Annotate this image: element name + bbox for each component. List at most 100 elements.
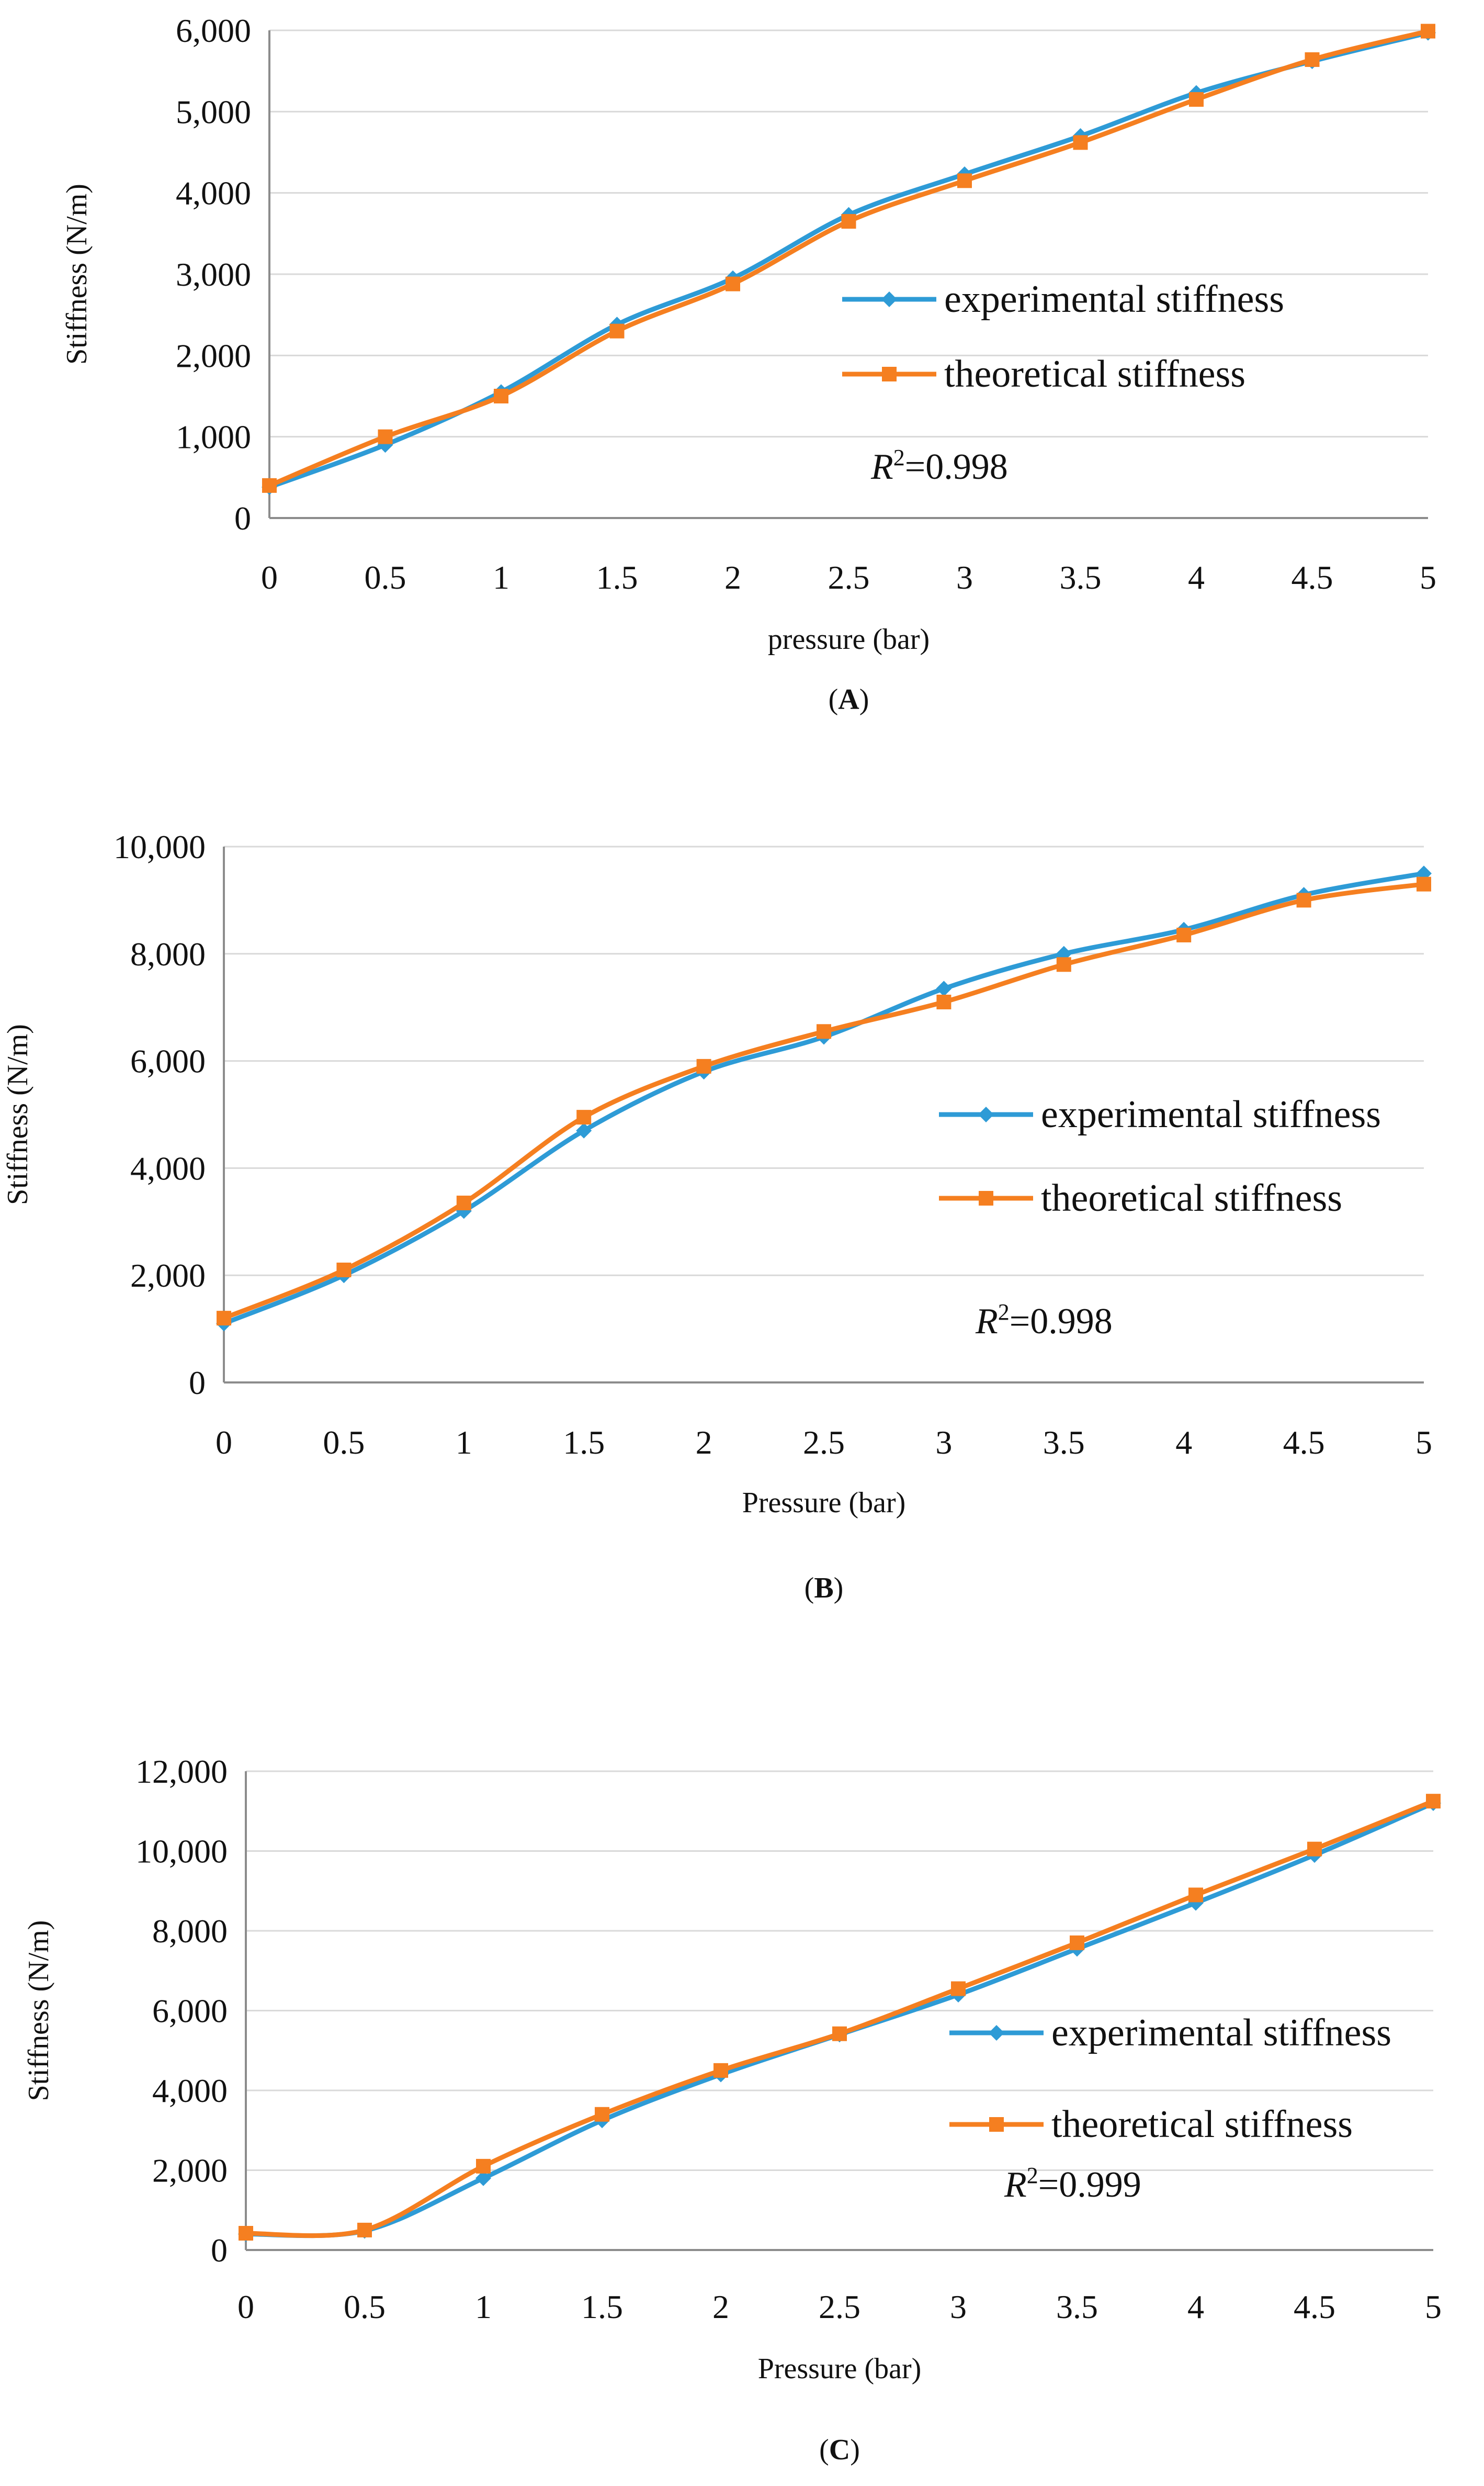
data-point-experimental (475, 2170, 491, 2186)
legend: experimental stiffness theoretical stiffn… (939, 1093, 1381, 1220)
x-tick-label: 3 (935, 1424, 952, 1461)
x-tick-label: 4.5 (1294, 2288, 1335, 2325)
x-tick-label: 1 (475, 2288, 492, 2325)
r-squared-value: =0.999 (1038, 2165, 1141, 2205)
data-point-theoretical (1070, 1935, 1084, 1950)
x-tick-label: 0 (216, 1424, 232, 1461)
x-tick-label: 2 (696, 1424, 712, 1461)
x-tick-label: 4 (1188, 559, 1205, 596)
y-tick-label: 2,000 (152, 2152, 228, 2189)
data-point-theoretical (1176, 927, 1192, 942)
legend-label: theoretical stiffness (1041, 1177, 1342, 1220)
data-point-theoretical (817, 1024, 831, 1039)
y-tick-label: 0 (189, 1364, 206, 1401)
x-tick-label: 0.5 (344, 2288, 386, 2325)
x-tick-label: 1 (456, 1424, 472, 1461)
r-squared-annotation: R2=0.998 (975, 1299, 1113, 1342)
x-tick-label: 3.5 (1060, 559, 1102, 596)
y-axis-title: Stiffness (N/m) (61, 184, 93, 365)
x-tick-label: 5 (1425, 2288, 1442, 2325)
r-squared-symbol: R (870, 447, 893, 487)
data-point-theoretical (726, 276, 740, 291)
x-axis-title: pressure (bar) (768, 623, 930, 656)
data-point-theoretical (494, 389, 508, 403)
data-point-theoretical (832, 2026, 847, 2041)
x-tick-label: 4 (1187, 2288, 1204, 2325)
r-squared-symbol: R (975, 1301, 998, 1342)
y-tick-label: 6,000 (176, 12, 251, 49)
legend-marker-diamond (978, 1107, 994, 1122)
r-squared-exponent: 2 (1027, 2163, 1038, 2188)
y-tick-label: 2,000 (176, 337, 251, 374)
x-tick-label: 4 (1175, 1424, 1192, 1461)
legend-marker-square (989, 2117, 1004, 2132)
data-point-theoretical (696, 1059, 711, 1074)
data-point-experimental (576, 1122, 592, 1139)
x-tick-label: 4.5 (1292, 559, 1333, 596)
x-tick-label: 2.5 (828, 559, 870, 596)
y-tick-label: 1,000 (176, 419, 251, 456)
r-squared-annotation: R2=0.998 (870, 445, 1008, 487)
data-point-theoretical (262, 478, 277, 493)
x-axis-title: Pressure (bar) (742, 1487, 906, 1519)
x-tick-label: 5 (1420, 559, 1436, 596)
y-tick-label: 0 (211, 2232, 228, 2269)
x-tick-label: 2 (724, 559, 741, 596)
x-tick-label: 3.5 (1043, 1424, 1085, 1461)
x-tick-label: 5 (1415, 1424, 1432, 1461)
x-tick-label: 3 (950, 2288, 967, 2325)
panel-caption: (B) (805, 1572, 844, 1604)
data-point-theoretical (841, 214, 856, 229)
data-point-theoretical (1307, 1841, 1322, 1857)
data-point-theoretical (936, 994, 951, 1009)
r-squared-value: =0.998 (1010, 1301, 1113, 1342)
legend-label: experimental stiffness (1051, 2011, 1391, 2054)
caption-letter: C (829, 2434, 850, 2466)
caption-open-paren: ( (829, 683, 839, 716)
y-tick-label: 5,000 (176, 93, 251, 130)
data-point-theoretical (951, 1981, 966, 1996)
x-tick-label: 1.5 (581, 2288, 623, 2325)
y-tick-label: 4,000 (176, 175, 251, 212)
x-tick-label: 3 (956, 559, 973, 596)
caption-letter: B (814, 1572, 833, 1604)
y-tick-label: 10,000 (135, 1833, 228, 1870)
r-squared-annotation: R2=0.999 (1004, 2163, 1141, 2205)
r-squared-value: =0.998 (905, 447, 1008, 487)
y-tick-label: 0 (234, 500, 251, 537)
y-axis-title: Stiffness (N/m) (22, 1920, 55, 2101)
chart-panel-b: 0 2,000 4,000 6,000 8,000 10,000 0 0.5 1 1.5 2 2.5 3… (2, 828, 1432, 1604)
y-tick-label: 6,000 (152, 1993, 228, 2030)
data-point-theoretical (1421, 24, 1435, 39)
x-tick-label: 0 (237, 2288, 254, 2325)
data-point-theoretical (713, 2063, 728, 2078)
data-point-experimental (936, 981, 952, 997)
data-point-theoretical (595, 2107, 609, 2122)
y-tick-label: 8,000 (152, 1913, 228, 1950)
y-tick-label: 6,000 (130, 1043, 206, 1080)
x-tick-label: 2.5 (803, 1424, 845, 1461)
x-tick-label: 1 (493, 559, 509, 596)
legend-marker-square (979, 1191, 993, 1206)
x-axis-title: Pressure (bar) (758, 2353, 922, 2385)
chart-panel-a: 0 1,000 2,000 3,000 4,000 5,000 6,000 0 0.5 1 1.5 2… (61, 12, 1436, 716)
legend-label: theoretical stiffness (1051, 2103, 1353, 2146)
caption-open-paren: ( (819, 2434, 829, 2466)
data-point-theoretical (336, 1262, 352, 1277)
data-point-theoretical (609, 323, 625, 339)
r-squared-symbol: R (1004, 2165, 1027, 2205)
data-point-theoretical (1189, 92, 1204, 107)
data-point-theoretical (476, 2158, 491, 2174)
data-point-theoretical (1305, 52, 1320, 67)
y-tick-label: 8,000 (130, 936, 206, 973)
data-point-theoretical (456, 1195, 471, 1210)
data-point-theoretical (957, 173, 972, 188)
legend-label: theoretical stiffness (944, 353, 1245, 396)
data-point-theoretical (1073, 135, 1088, 150)
data-point-theoretical (1056, 957, 1071, 972)
legend-marker-diamond (881, 291, 897, 307)
y-tick-label: 2,000 (130, 1257, 206, 1294)
x-tick-label: 1.5 (563, 1424, 605, 1461)
y-tick-label: 3,000 (176, 256, 251, 293)
data-point-theoretical (576, 1110, 592, 1125)
